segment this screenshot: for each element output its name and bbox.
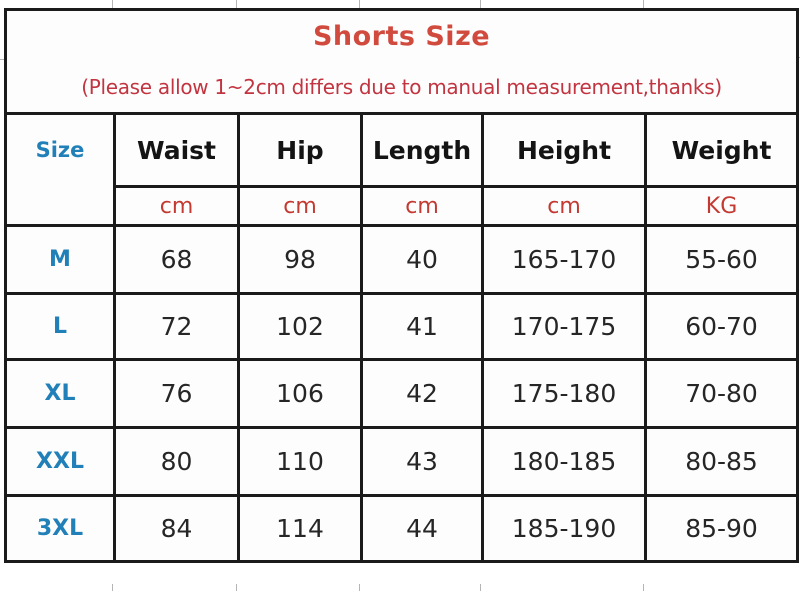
header-row: Size Waist Hip Length Height Weight (4, 112, 800, 227)
table-row-l: L 72 102 41 170-175 60-70 (4, 292, 800, 361)
value-cell: 42 (360, 358, 484, 429)
gridline-stub (236, 584, 237, 591)
value-cell: 80 (113, 426, 240, 497)
size-label: XL (4, 358, 116, 429)
column-header-height: Height (481, 112, 647, 188)
table-row-xl: XL 76 106 42 175-180 70-80 (4, 358, 800, 429)
value-cell: 85-90 (643, 494, 800, 563)
title-row: Shorts Size (Please allow 1~2cm differs … (3, 8, 800, 115)
column-header-hip: Hip (237, 112, 363, 188)
value-cell: 44 (360, 494, 484, 563)
value-cell: 102 (237, 292, 363, 361)
value-cell: 80-85 (643, 426, 800, 497)
table-title: Shorts Size (312, 20, 491, 52)
gridline-stub (0, 59, 4, 60)
gridline-stub (480, 0, 481, 8)
unit-row: cm cm cm cm KG (6, 185, 800, 227)
gridline-stub (359, 584, 360, 591)
unit-cell: cm (113, 185, 240, 227)
measurement-note: (Please allow 1~2cm differs due to manua… (81, 74, 722, 99)
gridline-stub (112, 584, 113, 591)
value-cell: 72 (113, 292, 240, 361)
column-header-weight: Weight (643, 112, 800, 188)
unit-cell: cm (481, 185, 647, 227)
title-block: Shorts Size (Please allow 1~2cm differs … (3, 8, 800, 115)
gridline-stub (480, 584, 481, 591)
value-cell: 165-170 (481, 224, 647, 295)
value-cell: 84 (113, 494, 240, 563)
size-label: L (4, 292, 116, 361)
gridline-stub (359, 0, 360, 8)
value-cell: 43 (360, 426, 484, 497)
value-cell: 185-190 (481, 494, 647, 563)
gridline-stub (236, 0, 237, 8)
value-cell: 114 (237, 494, 363, 563)
value-cell: 41 (360, 292, 484, 361)
table-row-m: M 68 98 40 165-170 55-60 (4, 224, 800, 295)
column-header-waist: Waist (113, 112, 240, 188)
gridline-stub (112, 0, 113, 8)
value-cell: 55-60 (643, 224, 800, 295)
size-table: Shorts Size (Please allow 1~2cm differs … (3, 8, 800, 563)
value-cell: 110 (237, 426, 363, 497)
gridline-stub (643, 584, 644, 591)
unit-cell: cm (360, 185, 484, 227)
value-cell: 70-80 (643, 358, 800, 429)
value-cell: 76 (113, 358, 240, 429)
unit-cell: cm (237, 185, 363, 227)
value-cell: 106 (237, 358, 363, 429)
value-cell: 170-175 (481, 292, 647, 361)
gridline-stub (643, 0, 644, 8)
table-row-3xl: 3XL 84 114 44 185-190 85-90 (4, 494, 800, 563)
value-cell: 40 (360, 224, 484, 295)
size-column-header: Size (4, 112, 116, 227)
size-label: 3XL (4, 494, 116, 563)
table-row-xxl: XXL 80 110 43 180-185 80-85 (4, 426, 800, 497)
value-cell: 60-70 (643, 292, 800, 361)
value-cell: 98 (237, 224, 363, 295)
value-cell: 68 (113, 224, 240, 295)
unit-cell: KG (643, 185, 800, 227)
size-label: M (4, 224, 116, 295)
column-header-length: Length (360, 112, 484, 188)
value-cell: 175-180 (481, 358, 647, 429)
size-label: XXL (4, 426, 116, 497)
value-cell: 180-185 (481, 426, 647, 497)
